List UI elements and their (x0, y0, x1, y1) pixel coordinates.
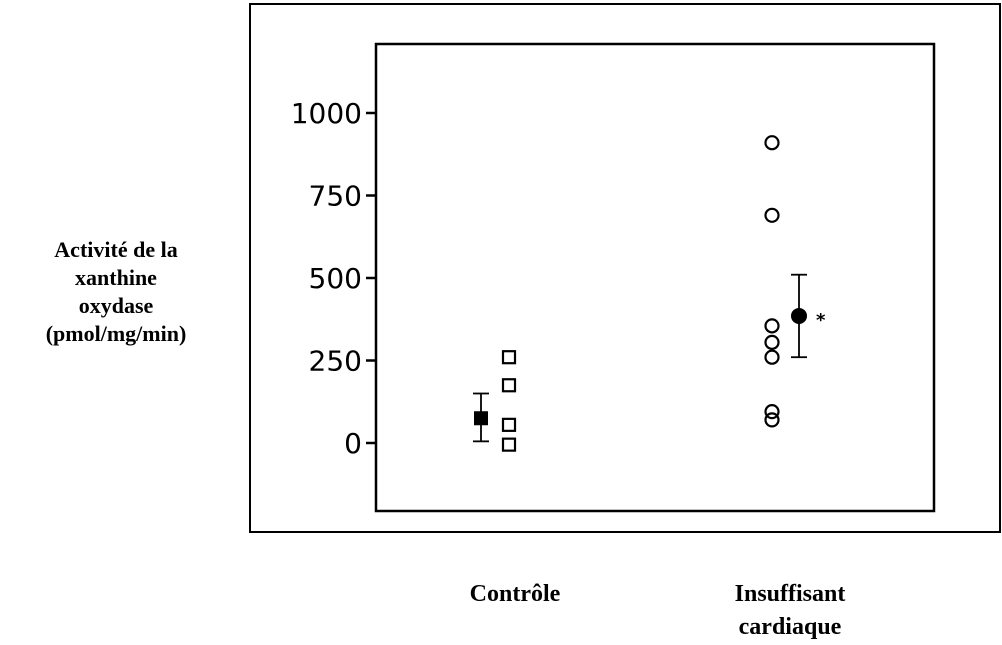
figure-frame (249, 3, 1001, 533)
data-point (501, 378, 517, 393)
data-point (501, 417, 517, 432)
data-point (764, 412, 780, 428)
mean-point (474, 411, 488, 426)
y-tick-label: 1000 (291, 97, 362, 130)
x-category-line: cardiaque (738, 614, 842, 640)
y-axis-title-line: xanthine (75, 265, 157, 290)
x-category-label: Contrôle (430, 578, 600, 611)
y-tick-label: 0 (344, 427, 362, 460)
plot-area-frame (374, 42, 936, 513)
x-category-label: Insuffisant cardiaque (690, 578, 890, 644)
data-point (764, 334, 780, 350)
y-tick-label: 500 (309, 262, 362, 295)
data-point (501, 437, 517, 452)
mean-point (791, 307, 807, 324)
y-axis-title-line: oxydase (78, 293, 154, 318)
y-tick-label: 250 (309, 345, 362, 378)
y-axis-title-line: Activité de la (54, 237, 178, 262)
x-category-line: Insuffisant (734, 581, 846, 607)
data-point (764, 207, 780, 223)
data-point (764, 349, 780, 365)
y-axis-title: Activité de la xanthine oxydase (pmol/mg… (0, 236, 232, 348)
data-point (764, 404, 780, 420)
data-point (764, 318, 780, 334)
y-tick-label: 750 (309, 180, 362, 213)
data-point (501, 350, 517, 365)
y-axis-title-line: (pmol/mg/min) (45, 321, 187, 346)
x-category-line: Contrôle (469, 581, 561, 607)
significance-marker: * (816, 310, 826, 331)
data-point (764, 135, 780, 151)
